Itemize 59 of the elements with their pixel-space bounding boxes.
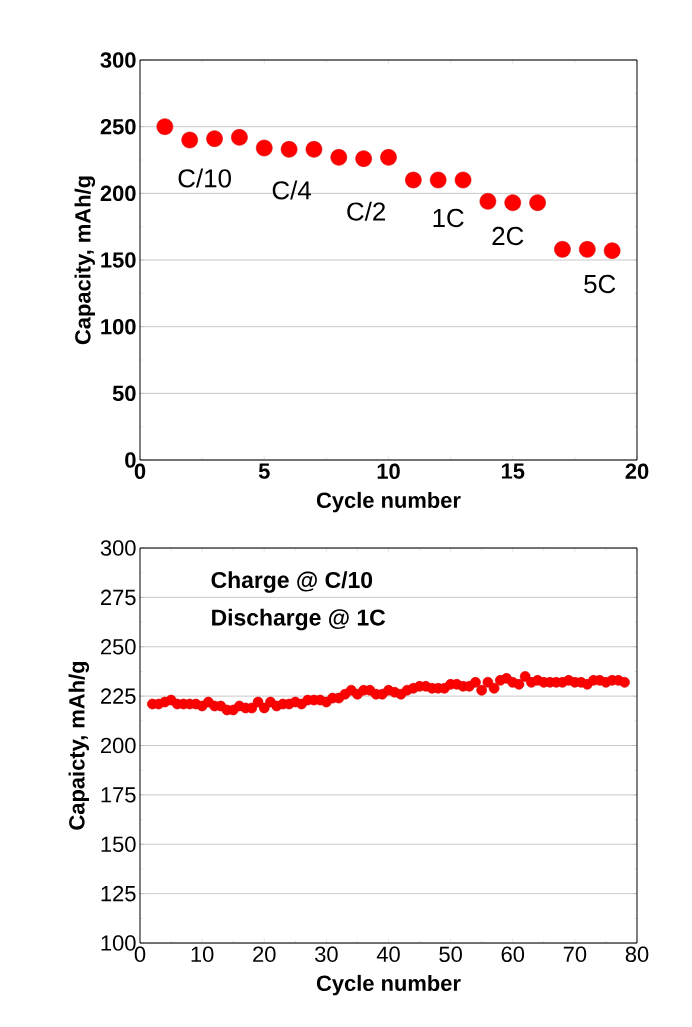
point xyxy=(206,130,223,147)
point xyxy=(156,118,174,135)
x-tick-label: 20 xyxy=(625,463,649,480)
point xyxy=(231,129,248,146)
point xyxy=(330,149,348,166)
y-tick-label: 200 xyxy=(101,737,136,754)
annotation: C/4 xyxy=(272,180,311,200)
y-tick-label: 100 xyxy=(101,318,136,335)
x-tick-label: 10 xyxy=(191,946,214,963)
point xyxy=(429,171,447,189)
point xyxy=(479,193,497,210)
x-axis-title: Cycle number xyxy=(316,974,461,996)
point xyxy=(405,171,422,189)
point xyxy=(280,141,298,158)
point xyxy=(380,149,397,166)
y-tick-label: 150 xyxy=(101,252,136,268)
point xyxy=(454,171,472,189)
y-tick-label: 125 xyxy=(101,885,136,902)
x-tick-label: 40 xyxy=(376,946,400,963)
annotation: C/10 xyxy=(178,168,231,188)
x-tick-label: 30 xyxy=(315,946,338,963)
y-tick-label: 175 xyxy=(101,787,136,803)
x-axis-title: Cycle number xyxy=(316,491,461,513)
annotation: 1C xyxy=(433,208,464,228)
annotation: C/2 xyxy=(347,201,385,221)
annotation: Charge @ C/10 xyxy=(211,571,373,593)
x-tick-label: 10 xyxy=(377,463,400,480)
x-tick-label: 50 xyxy=(439,946,462,963)
x-tick-label: 70 xyxy=(563,946,587,963)
y-tick-label: 200 xyxy=(100,185,136,202)
x-tick-label: 80 xyxy=(625,946,649,963)
y-tick-label: 250 xyxy=(100,118,136,135)
x-tick-label: 60 xyxy=(501,946,525,963)
point xyxy=(355,150,372,167)
y-tick-label: 300 xyxy=(100,540,136,556)
y-tick-label: 250 xyxy=(101,639,136,655)
point xyxy=(255,139,273,157)
point xyxy=(603,242,621,259)
annotation: 2C xyxy=(492,226,524,246)
y-tick-label: 100 xyxy=(101,935,136,951)
y-axis-title: Capacity, mAh/g xyxy=(74,176,96,345)
point xyxy=(504,194,522,211)
point xyxy=(529,194,546,211)
y-tick-label: 150 xyxy=(101,836,136,853)
point xyxy=(579,241,596,258)
y-tick-label: 275 xyxy=(101,589,136,606)
x-tick-label: 15 xyxy=(501,463,525,479)
point xyxy=(305,141,323,158)
x-tick-label: 5 xyxy=(258,463,270,479)
point xyxy=(181,131,198,149)
x-tick-label: 20 xyxy=(253,946,276,963)
annotation: Discharge @ 1C xyxy=(212,608,386,631)
y-tick-label: 300 xyxy=(100,52,136,68)
y-tick-label: 0 xyxy=(125,452,136,468)
point xyxy=(554,241,571,258)
annotation: 5C xyxy=(584,274,616,294)
y-axis-title: Capaicty, mAh/g xyxy=(68,661,90,830)
y-tick-label: 50 xyxy=(112,385,136,402)
y-tick-label: 225 xyxy=(101,688,136,704)
